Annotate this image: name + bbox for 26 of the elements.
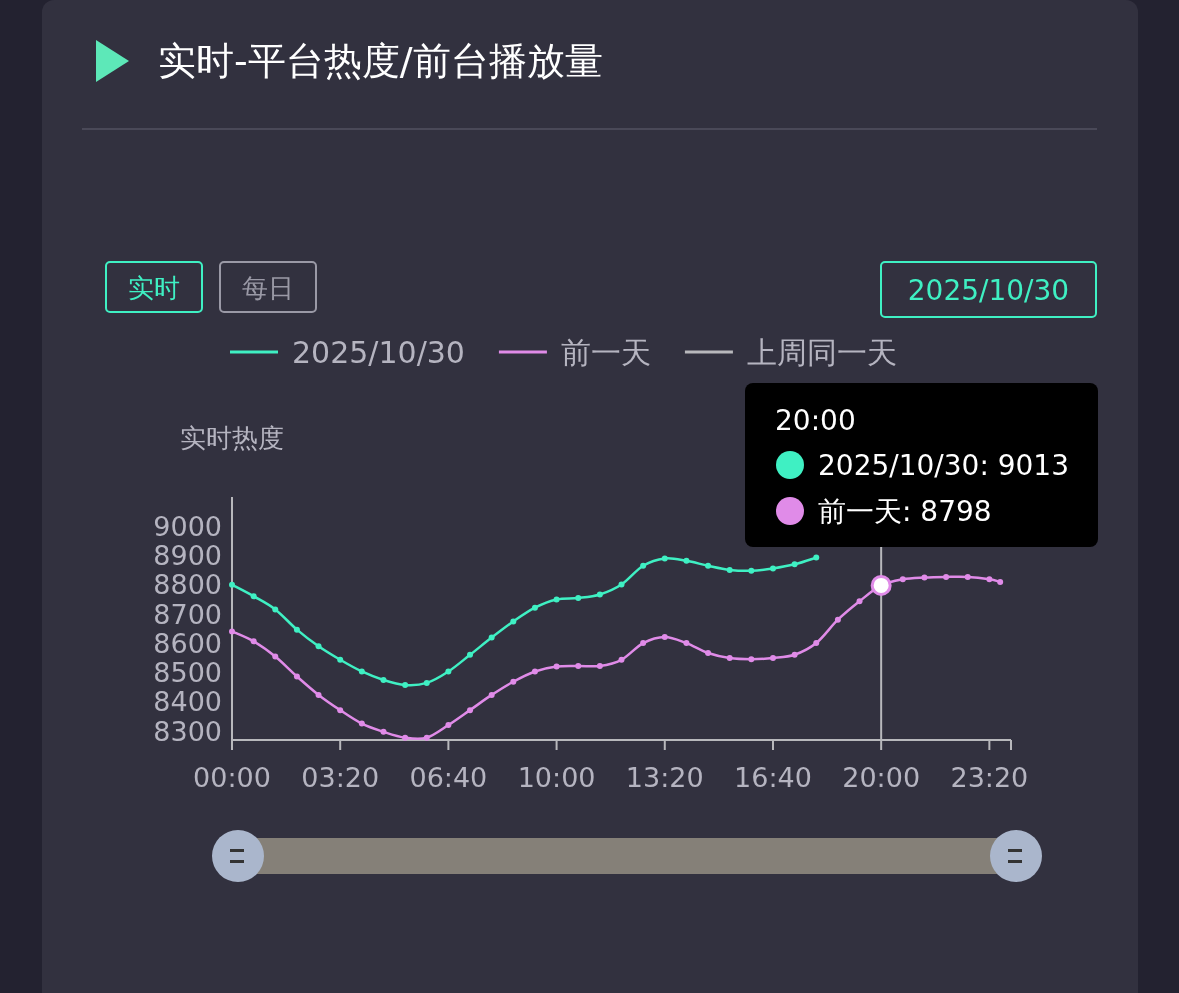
ytick: 8800 (153, 569, 222, 601)
annotation: 前一天: 8798 (818, 494, 992, 528)
ylabel: 实时热度 (180, 423, 284, 453)
xtick: 13:20 (625, 761, 704, 793)
ytick: 8500 (153, 657, 222, 689)
tooltip: 20:00 2025/10/30: 9013 前一天: 8798 (745, 383, 1098, 547)
xtick: 06:40 (409, 761, 488, 793)
legend-label: 上周同一天 (746, 334, 897, 370)
button: 每日 (219, 261, 317, 313)
ytick: 8400 (153, 686, 222, 718)
xtick: 03:20 (301, 761, 380, 793)
xtick: 20:00 (842, 761, 921, 793)
button: 2025/10/30 (880, 261, 1097, 318)
ytick: 8300 (153, 715, 222, 747)
button: 实时 (105, 261, 203, 313)
legend-label: 2025/10/30 (292, 334, 465, 370)
title: 实时-平台热度/前台播放量 (158, 39, 603, 83)
ytick: 8900 (153, 540, 222, 572)
ytick: 8700 (153, 598, 222, 630)
xtick: 16:40 (734, 761, 812, 793)
legend-label: 前一天 (560, 334, 651, 370)
xtick: 00:00 (193, 761, 271, 793)
ytick: 9000 (153, 510, 222, 542)
xtick: 10:00 (517, 761, 596, 793)
ytick: 8600 (153, 627, 222, 659)
xtick: 23:20 (950, 761, 1029, 793)
